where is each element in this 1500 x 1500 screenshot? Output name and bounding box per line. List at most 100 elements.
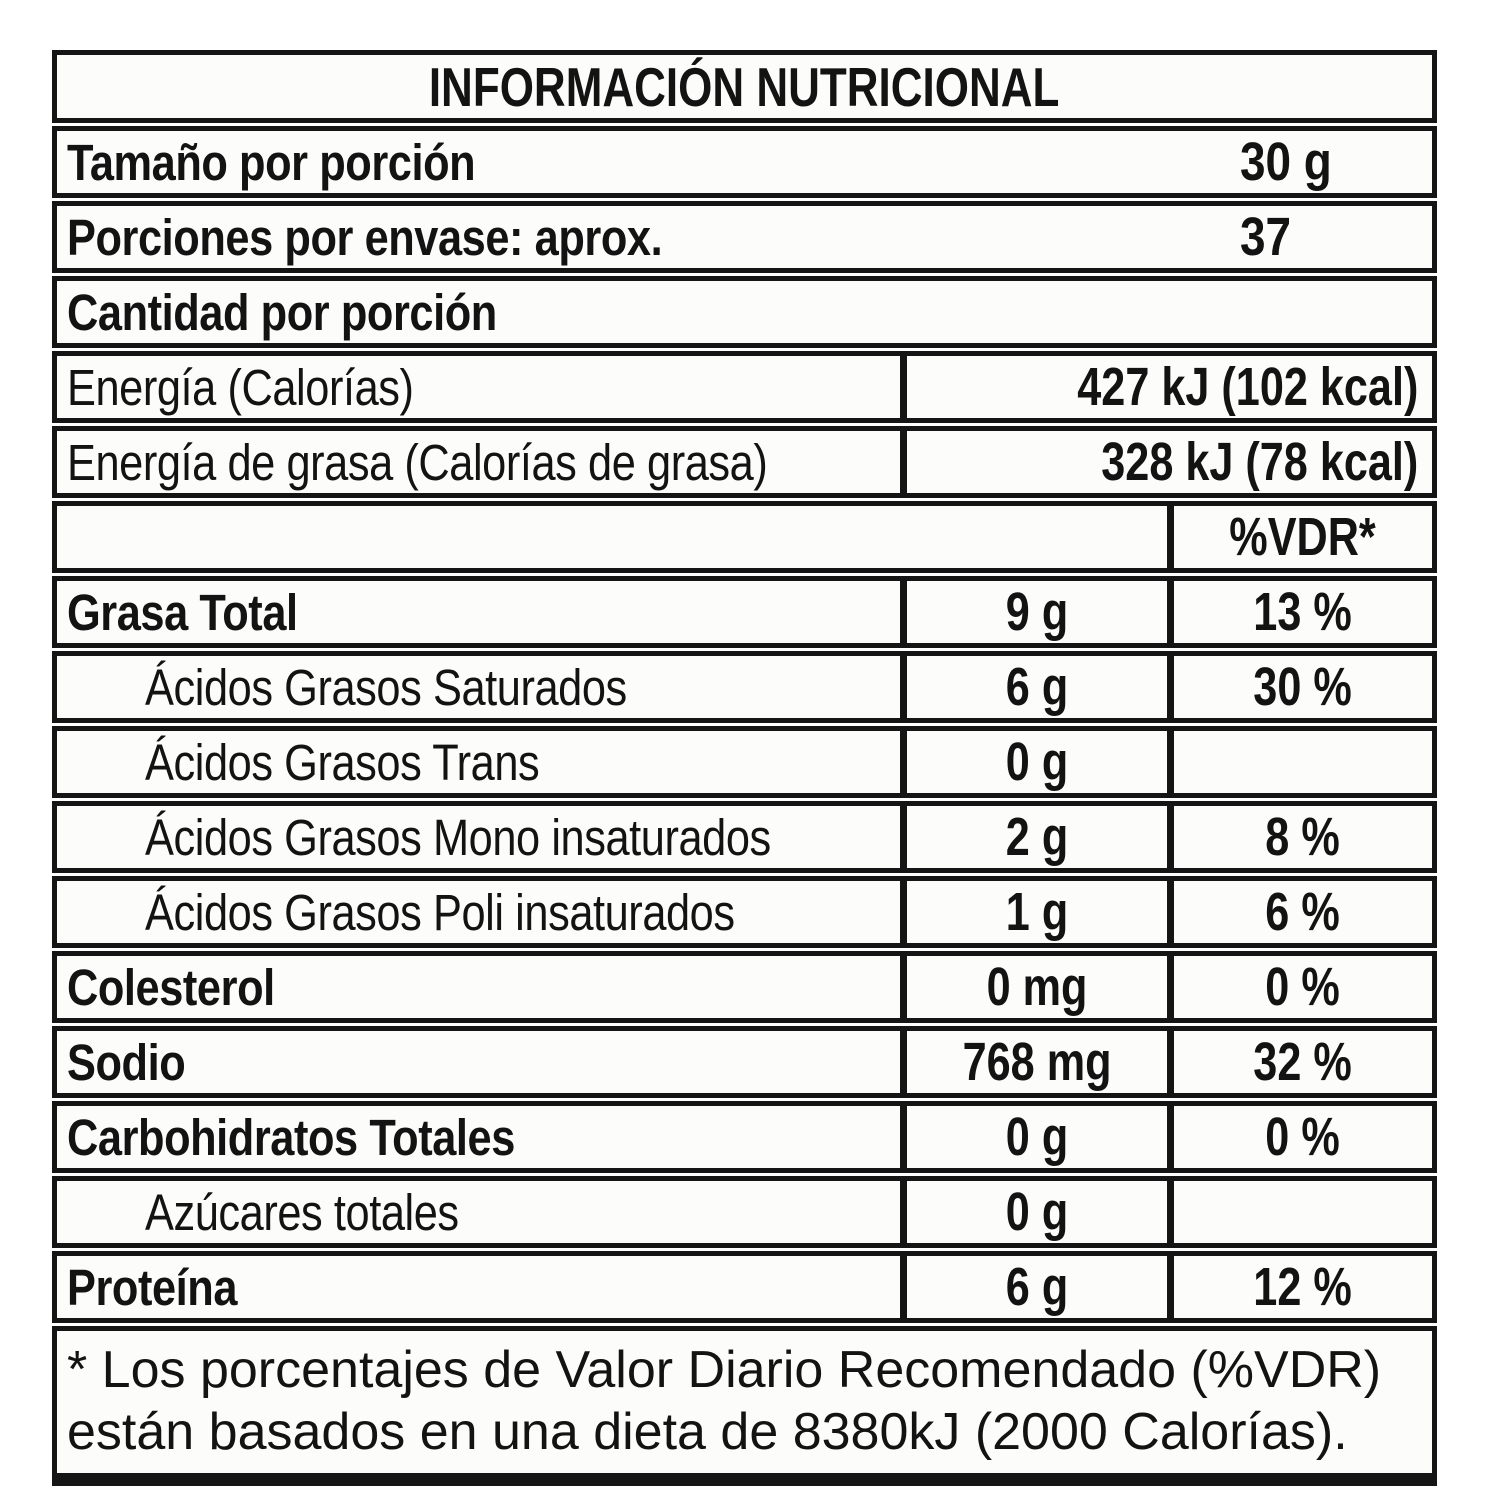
- grasos-mono-amount-cell: 2 g: [900, 806, 1167, 868]
- energy-from-fat-row: Energía de grasa (Calorías de grasa) 328…: [52, 426, 1437, 498]
- servings-per-container-row: Porciones por envase: aprox. 37: [52, 201, 1437, 273]
- serving-size-name-cell: Tamaño por porción: [57, 133, 1240, 192]
- sodio-label: Sodio: [67, 1033, 186, 1091]
- grasos-mono-vdr-cell: 8 %: [1167, 806, 1432, 868]
- servings-per-container-value-cell: 37: [1240, 206, 1432, 268]
- grasos-trans-name-cell: Ácidos Grasos Trans: [57, 733, 900, 792]
- title-row: INFORMACIÓN NUTRICIONAL: [52, 50, 1437, 123]
- azucares-vdr-cell: [1167, 1181, 1432, 1243]
- carbohidratos-vdr: 0 %: [1265, 1107, 1341, 1167]
- sodio-vdr-cell: 32 %: [1167, 1031, 1432, 1093]
- footnote-box: * Los porcentajes de Valor Diario Recome…: [52, 1326, 1437, 1486]
- row-grasa-total: Grasa Total 9 g 13 %: [52, 576, 1437, 648]
- grasos-mono-label: Ácidos Grasos Mono insaturados: [145, 808, 771, 866]
- grasos-poli-vdr-cell: 6 %: [1167, 881, 1432, 943]
- energy-from-fat-label: Energía de grasa (Calorías de grasa): [67, 433, 768, 491]
- carbohidratos-amount-cell: 0 g: [900, 1106, 1167, 1168]
- carbohidratos-amount: 0 g: [1005, 1107, 1069, 1167]
- amount-per-serving-row: Cantidad por porción: [52, 276, 1437, 348]
- proteina-vdr-cell: 12 %: [1167, 1256, 1432, 1318]
- azucares-amount-cell: 0 g: [900, 1181, 1167, 1243]
- proteina-name-cell: Proteína: [57, 1258, 900, 1317]
- energy-from-fat-value-cell: 328 kJ (78 kcal): [900, 431, 1432, 493]
- amount-per-serving-cell: Cantidad por porción: [57, 283, 1432, 342]
- servings-per-container-value: 37: [1240, 207, 1292, 267]
- grasos-saturados-amount: 6 g: [1005, 657, 1069, 717]
- row-grasos-trans: Ácidos Grasos Trans 0 g: [52, 726, 1437, 798]
- proteina-vdr: 12 %: [1253, 1257, 1353, 1317]
- grasos-poli-name-cell: Ácidos Grasos Poli insaturados: [57, 883, 900, 942]
- nutrition-label: INFORMACIÓN NUTRICIONAL Tamaño por porci…: [52, 50, 1437, 1489]
- grasos-saturados-vdr-cell: 30 %: [1167, 656, 1432, 718]
- grasos-mono-amount: 2 g: [1005, 807, 1069, 867]
- sodio-amount-cell: 768 mg: [900, 1031, 1167, 1093]
- grasos-poli-amount-cell: 1 g: [900, 881, 1167, 943]
- sodio-amount: 768 mg: [962, 1032, 1112, 1092]
- grasos-poli-amount: 1 g: [1005, 882, 1069, 942]
- azucares-label: Azúcares totales: [145, 1183, 459, 1241]
- row-grasos-saturados: Ácidos Grasos Saturados 6 g 30 %: [52, 651, 1437, 723]
- footnote-line-1: * Los porcentajes de Valor Diario Recome…: [67, 1341, 1382, 1399]
- serving-size-value-cell: 30 g: [1240, 131, 1432, 193]
- vdr-header-empty-cell: [57, 506, 1167, 568]
- serving-size-value: 30 g: [1240, 132, 1332, 192]
- row-proteina: Proteína 6 g 12 %: [52, 1251, 1437, 1323]
- grasos-trans-amount: 0 g: [1005, 732, 1069, 792]
- colesterol-vdr-cell: 0 %: [1167, 956, 1432, 1018]
- colesterol-vdr: 0 %: [1265, 957, 1341, 1017]
- grasos-saturados-name-cell: Ácidos Grasos Saturados: [57, 658, 900, 717]
- energy-row: Energía (Calorías) 427 kJ (102 kcal): [52, 351, 1437, 423]
- grasos-trans-amount-cell: 0 g: [900, 731, 1167, 793]
- row-carbohidratos: Carbohidratos Totales 0 g 0 %: [52, 1101, 1437, 1173]
- energy-label: Energía (Calorías): [67, 358, 414, 416]
- proteina-amount-cell: 6 g: [900, 1256, 1167, 1318]
- vdr-header-row: %VDR*: [52, 501, 1437, 573]
- energy-value-cell: 427 kJ (102 kcal): [900, 356, 1432, 418]
- grasa-total-name-cell: Grasa Total: [57, 583, 900, 642]
- sodio-name-cell: Sodio: [57, 1033, 900, 1092]
- grasos-poli-label: Ácidos Grasos Poli insaturados: [145, 883, 735, 941]
- row-colesterol: Colesterol 0 mg 0 %: [52, 951, 1437, 1023]
- carbohidratos-name-cell: Carbohidratos Totales: [57, 1108, 900, 1167]
- sodio-vdr: 32 %: [1253, 1032, 1353, 1092]
- servings-per-container-label: Porciones por envase: aprox.: [67, 208, 663, 266]
- carbohidratos-label: Carbohidratos Totales: [67, 1108, 515, 1166]
- grasos-saturados-vdr: 30 %: [1253, 657, 1353, 717]
- grasos-saturados-amount-cell: 6 g: [900, 656, 1167, 718]
- row-sodio: Sodio 768 mg 32 %: [52, 1026, 1437, 1098]
- colesterol-amount: 0 mg: [986, 957, 1088, 1017]
- colesterol-amount-cell: 0 mg: [900, 956, 1167, 1018]
- amount-per-serving-label: Cantidad por porción: [67, 283, 497, 341]
- grasa-total-amount: 9 g: [1005, 582, 1069, 642]
- grasa-total-amount-cell: 9 g: [900, 581, 1167, 643]
- vdr-header-cell: %VDR*: [1167, 506, 1432, 568]
- energy-from-fat-value: 328 kJ (78 kcal): [1100, 432, 1418, 492]
- azucares-name-cell: Azúcares totales: [57, 1183, 900, 1242]
- azucares-amount: 0 g: [1005, 1182, 1069, 1242]
- servings-per-container-name-cell: Porciones por envase: aprox.: [57, 208, 1240, 267]
- grasos-poli-vdr: 6 %: [1265, 882, 1341, 942]
- colesterol-label: Colesterol: [67, 958, 275, 1016]
- grasos-trans-vdr-cell: [1167, 731, 1432, 793]
- row-azucares: Azúcares totales 0 g: [52, 1176, 1437, 1248]
- grasos-mono-vdr: 8 %: [1265, 807, 1341, 867]
- grasa-total-vdr: 13 %: [1253, 582, 1353, 642]
- proteina-label: Proteína: [67, 1258, 238, 1316]
- label-title: INFORMACIÓN NUTRICIONAL: [429, 55, 1060, 118]
- serving-size-label: Tamaño por porción: [67, 133, 476, 191]
- grasa-total-vdr-cell: 13 %: [1167, 581, 1432, 643]
- footnote-line-2: están basados en una dieta de 8380kJ (20…: [67, 1403, 1348, 1461]
- energy-value: 427 kJ (102 kcal): [1076, 357, 1418, 417]
- carbohidratos-vdr-cell: 0 %: [1167, 1106, 1432, 1168]
- grasos-trans-label: Ácidos Grasos Trans: [145, 733, 540, 791]
- vdr-header-label: %VDR*: [1229, 507, 1377, 567]
- grasa-total-label: Grasa Total: [67, 583, 298, 641]
- row-grasos-mono: Ácidos Grasos Mono insaturados 2 g 8 %: [52, 801, 1437, 873]
- colesterol-name-cell: Colesterol: [57, 958, 900, 1017]
- grasos-saturados-label: Ácidos Grasos Saturados: [145, 658, 627, 716]
- proteina-amount: 6 g: [1005, 1257, 1069, 1317]
- grasos-mono-name-cell: Ácidos Grasos Mono insaturados: [57, 808, 900, 867]
- row-grasos-poli: Ácidos Grasos Poli insaturados 1 g 6 %: [52, 876, 1437, 948]
- serving-size-row: Tamaño por porción 30 g: [52, 126, 1437, 198]
- energy-from-fat-name-cell: Energía de grasa (Calorías de grasa): [57, 433, 900, 492]
